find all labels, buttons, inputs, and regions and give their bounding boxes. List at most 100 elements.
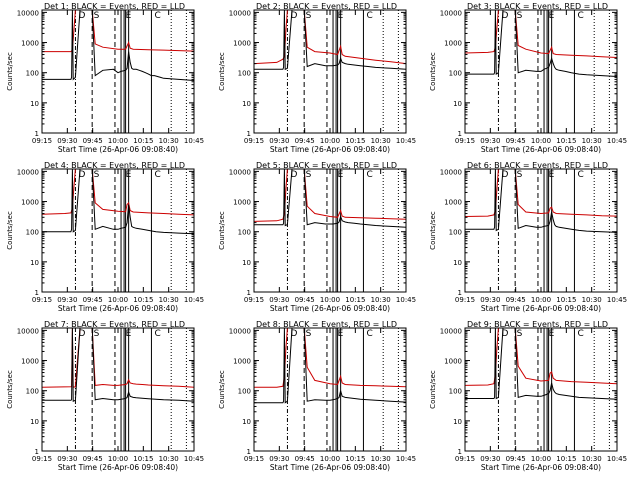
event-marker-label: E: [549, 329, 555, 339]
y-tick-label: 1000: [233, 40, 251, 48]
x-tick-label: 10:45: [184, 455, 204, 463]
y-tick-label: 1: [35, 289, 39, 297]
x-tick-label: 09:15: [32, 296, 52, 304]
event-marker-label: C: [366, 170, 372, 180]
x-axis-label: Start Time (26-Apr-06 09:08:40): [58, 145, 178, 154]
x-tick-label: 09:45: [506, 296, 526, 304]
x-tick-label: 10:30: [582, 137, 602, 145]
x-tick-label: 10:30: [371, 296, 391, 304]
event-marker-label: S: [517, 170, 523, 180]
event-marker-label: C: [154, 329, 160, 339]
series-line-lld: [254, 328, 406, 388]
x-tick-label: 10:45: [396, 455, 416, 463]
y-tick-label: 10000: [17, 168, 39, 176]
x-tick-label: 10:15: [556, 296, 576, 304]
y-tick-label: 10000: [229, 9, 251, 17]
x-tick-label: 10:30: [159, 137, 179, 145]
panel-title: Det 9: BLACK = Events, RED = LLD: [467, 320, 608, 329]
panel-title: Det 3: BLACK = Events, RED = LLD: [467, 2, 608, 11]
x-axis-label: Start Time (26-Apr-06 09:08:40): [481, 463, 601, 472]
event-marker-label: D: [501, 11, 508, 21]
event-marker-label: E: [549, 170, 555, 180]
y-tick-label: 1000: [233, 199, 251, 207]
y-tick-label: 1: [35, 130, 39, 138]
x-axis-label: Start Time (26-Apr-06 09:08:40): [270, 463, 390, 472]
x-tick-label: 10:30: [159, 455, 179, 463]
y-tick-label: 1000: [444, 199, 462, 207]
event-marker-label: S: [306, 170, 312, 180]
series-line-events: [254, 10, 406, 71]
x-tick-label: 09:30: [269, 137, 289, 145]
x-tick-label: 10:00: [108, 137, 128, 145]
event-marker-label: C: [366, 329, 372, 339]
x-tick-label: 09:45: [83, 296, 103, 304]
x-tick-label: 10:15: [345, 455, 365, 463]
y-tick-label: 1: [247, 130, 251, 138]
x-tick-label: 10:45: [184, 137, 204, 145]
x-tick-label: 09:45: [506, 455, 526, 463]
x-axis-label: Start Time (26-Apr-06 09:08:40): [270, 304, 390, 313]
y-tick-label: 10: [242, 418, 251, 426]
x-tick-label: 10:00: [108, 455, 128, 463]
event-marker-label: D: [290, 329, 297, 339]
x-tick-label: 10:00: [531, 296, 551, 304]
x-tick-label: 10:15: [133, 296, 153, 304]
x-tick-label: 09:30: [269, 455, 289, 463]
y-tick-label: 1: [458, 130, 462, 138]
x-tick-label: 09:45: [295, 455, 315, 463]
y-tick-label: 100: [449, 388, 462, 396]
y-tick-label: 1: [247, 448, 251, 456]
event-marker-label: C: [154, 170, 160, 180]
event-marker-label: D: [78, 11, 85, 21]
x-axis-label: Start Time (26-Apr-06 09:08:40): [481, 304, 601, 313]
series-line-events: [42, 328, 194, 402]
event-marker-label: C: [577, 170, 583, 180]
x-tick-label: 09:15: [244, 296, 264, 304]
y-tick-label: 10: [242, 259, 251, 267]
event-marker-label: C: [577, 11, 583, 21]
x-tick-label: 10:45: [607, 137, 627, 145]
x-tick-label: 10:30: [582, 455, 602, 463]
x-tick-label: 10:30: [371, 455, 391, 463]
event-marker-label: E: [126, 11, 132, 21]
y-tick-label: 10: [30, 100, 39, 108]
y-tick-label: 1: [35, 448, 39, 456]
series-line-events: [42, 10, 194, 81]
series-line-lld: [465, 169, 617, 217]
event-marker-label: D: [501, 170, 508, 180]
y-axis-label: Counts/sec: [429, 52, 437, 91]
y-tick-label: 100: [26, 70, 39, 78]
x-tick-label: 10:15: [345, 137, 365, 145]
y-tick-label: 10000: [229, 168, 251, 176]
y-tick-label: 1000: [21, 40, 39, 48]
y-tick-label: 10000: [17, 9, 39, 17]
x-tick-label: 09:45: [506, 137, 526, 145]
x-tick-label: 10:15: [133, 137, 153, 145]
y-axis-label: Counts/sec: [429, 211, 437, 250]
x-tick-label: 09:30: [480, 296, 500, 304]
y-tick-label: 10: [453, 418, 462, 426]
x-tick-label: 10:15: [345, 296, 365, 304]
y-axis-label: Counts/sec: [6, 211, 14, 250]
y-tick-label: 100: [449, 70, 462, 78]
x-tick-label: 10:15: [133, 455, 153, 463]
series-line-lld: [42, 10, 194, 53]
event-marker-label: S: [306, 329, 312, 339]
event-marker-label: E: [338, 170, 344, 180]
y-axis-label: Counts/sec: [6, 52, 14, 91]
y-tick-label: 100: [238, 229, 251, 237]
x-tick-label: 10:15: [556, 455, 576, 463]
x-tick-label: 10:30: [371, 137, 391, 145]
series-line-events: [465, 10, 617, 77]
x-tick-label: 10:00: [108, 296, 128, 304]
y-tick-label: 10: [453, 259, 462, 267]
event-marker-label: D: [501, 329, 508, 339]
